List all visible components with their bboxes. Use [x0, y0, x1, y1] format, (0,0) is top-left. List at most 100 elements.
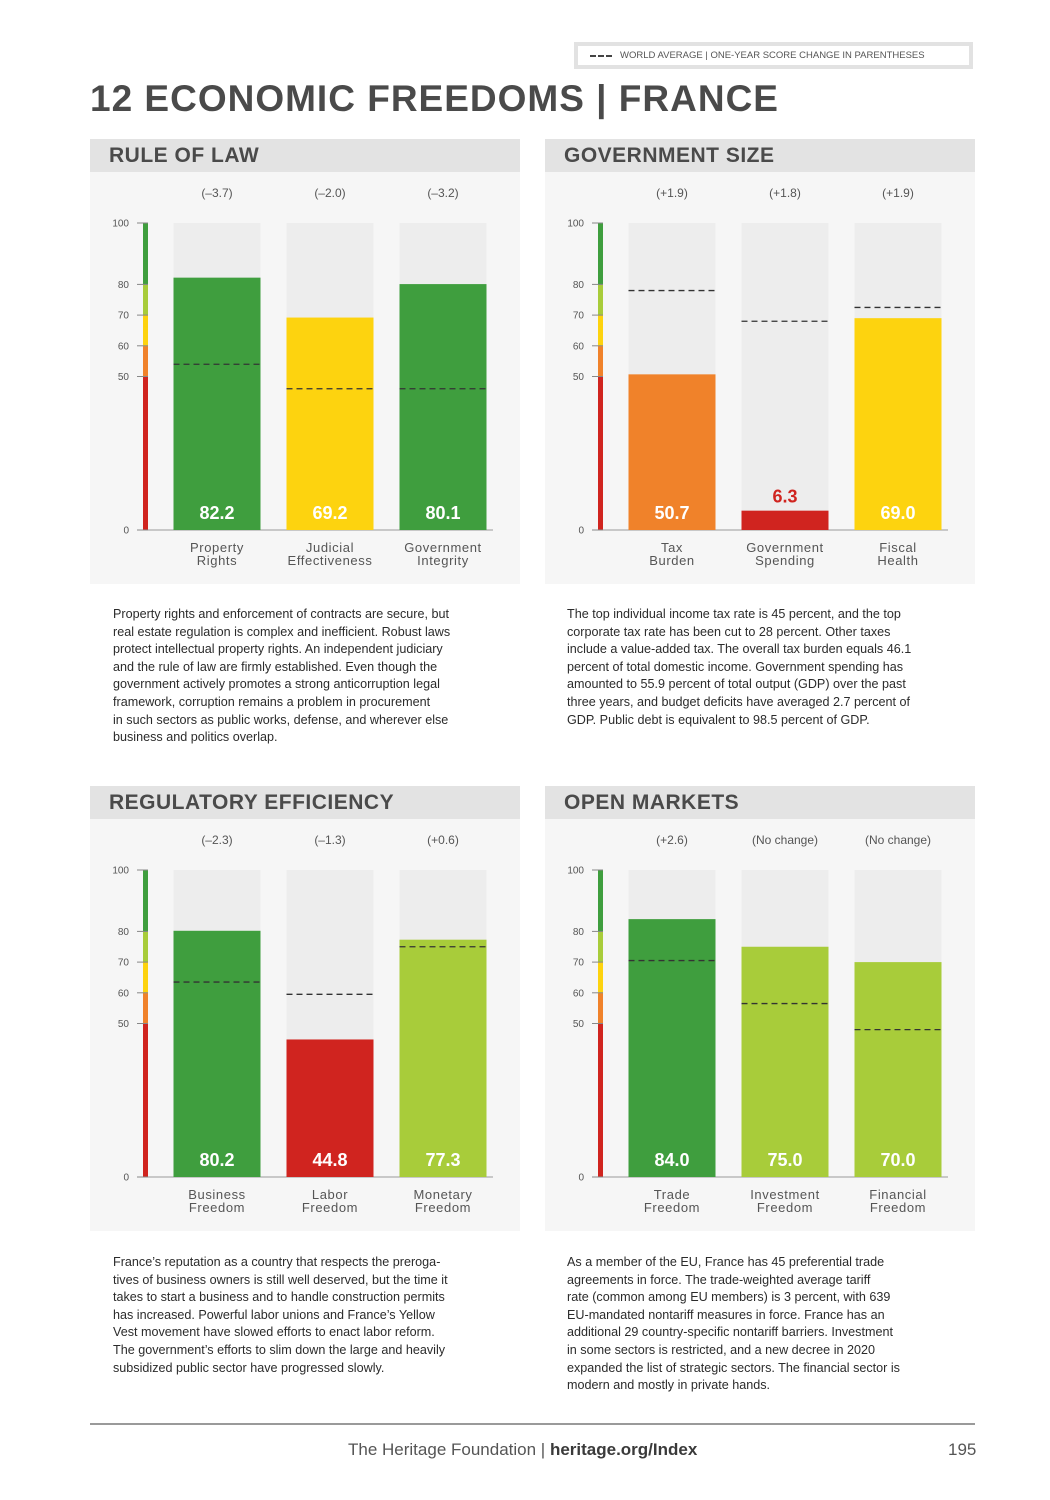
- scale-strip-segment: [598, 226, 603, 229]
- scale-strip-segment: [598, 997, 603, 1000]
- scale-strip-segment: [598, 457, 603, 460]
- scale-strip-segment: [598, 1140, 603, 1143]
- scale-strip-segment: [598, 942, 603, 945]
- scale-strip-segment: [598, 325, 603, 328]
- scale-strip-segment: [598, 301, 603, 304]
- scale-strip-segment: [143, 1072, 148, 1075]
- scale-strip-segment: [598, 1069, 603, 1072]
- scale-strip-segment: [143, 1106, 148, 1109]
- scale-strip-segment: [598, 384, 603, 387]
- scale-strip-segment: [143, 894, 148, 897]
- scale-strip-segment: [598, 319, 603, 322]
- scale-strip-segment: [598, 338, 603, 341]
- scale-strip-segment: [143, 273, 148, 276]
- scale-strip-segment: [143, 919, 148, 922]
- scale-strip-segment: [143, 1046, 148, 1049]
- scale-strip-segment: [598, 1015, 603, 1018]
- scale-strip-segment: [598, 256, 603, 259]
- scale-strip-segment: [143, 252, 148, 255]
- scale-strip-segment: [598, 919, 603, 922]
- page-number: 195: [948, 1440, 977, 1459]
- category-label: Spending: [755, 553, 815, 568]
- scale-strip-segment: [143, 491, 148, 494]
- scale-strip-segment: [598, 247, 603, 250]
- scale-strip-segment: [143, 468, 148, 471]
- scale-strip-segment: [598, 1000, 603, 1003]
- scale-strip-segment: [598, 502, 603, 505]
- scale-strip-segment: [598, 275, 603, 278]
- scale-strip-segment: [143, 925, 148, 928]
- scale-strip-segment: [598, 1068, 603, 1070]
- scale-strip-segment: [598, 289, 603, 291]
- scale-strip-segment: [598, 1106, 603, 1109]
- scale-strip-segment: [143, 270, 148, 273]
- panel-title: REGULATORY EFFICIENCY: [109, 791, 395, 814]
- y-tick-label: 50: [118, 1019, 130, 1030]
- scale-strip-segment: [143, 467, 148, 469]
- scale-strip-segment: [598, 1066, 603, 1069]
- scale-strip-segment: [598, 335, 603, 337]
- scale-strip-segment: [598, 528, 603, 531]
- scale-strip-segment: [143, 381, 148, 384]
- scale-strip-segment: [598, 909, 603, 912]
- scale-strip-segment: [143, 1009, 148, 1012]
- scale-strip-segment: [598, 471, 603, 474]
- scale-strip-segment: [143, 528, 148, 531]
- scale-strip-segment: [143, 926, 148, 929]
- scale-strip-segment: [143, 1124, 148, 1127]
- scale-strip-segment: [598, 465, 603, 468]
- scale-strip-segment: [598, 422, 603, 425]
- description-line: GDP. Public debt is equivalent to 98.5 p…: [567, 712, 870, 727]
- bar: [399, 284, 487, 530]
- scale-strip-segment: [598, 379, 603, 382]
- scale-strip-segment: [143, 896, 148, 899]
- scale-strip-segment: [598, 1054, 603, 1057]
- scale-strip-segment: [598, 223, 603, 225]
- scale-strip-segment: [598, 1078, 603, 1081]
- scale-strip-segment: [598, 1012, 603, 1015]
- scale-strip-segment: [598, 394, 603, 397]
- scale-strip-segment: [598, 373, 603, 376]
- scale-strip-segment: [598, 957, 603, 960]
- scale-strip-segment: [598, 287, 603, 290]
- scale-strip-segment: [598, 1044, 603, 1047]
- scale-strip-segment: [598, 393, 603, 396]
- scale-strip-segment: [598, 988, 603, 991]
- scale-strip-segment: [143, 336, 148, 339]
- scale-strip-segment: [598, 873, 603, 876]
- scale-strip-segment: [143, 991, 148, 994]
- scale-strip-segment: [143, 425, 148, 428]
- score-change-label: (–2.3): [201, 833, 232, 847]
- scale-strip-segment: [598, 433, 603, 436]
- scale-strip-segment: [598, 969, 603, 972]
- scale-strip-segment: [598, 1109, 603, 1112]
- footer-url[interactable]: heritage.org/Index: [549, 1440, 698, 1459]
- score-change-label: (No change): [752, 833, 818, 847]
- y-tick-label: 70: [573, 958, 585, 969]
- scale-strip-segment: [143, 296, 148, 299]
- scale-strip-segment: [598, 1126, 603, 1129]
- scale-strip-segment: [598, 468, 603, 471]
- scale-strip-segment: [598, 1029, 603, 1032]
- scale-strip-segment: [143, 416, 148, 419]
- value-label: 80.2: [199, 1150, 234, 1170]
- scale-strip-segment: [143, 223, 148, 225]
- scale-strip-segment: [143, 880, 148, 883]
- scale-strip-segment: [598, 473, 603, 476]
- scale-strip-segment: [143, 946, 148, 949]
- scale-strip-segment: [598, 916, 603, 918]
- scale-strip-segment: [598, 494, 603, 497]
- scale-strip-segment: [143, 988, 148, 991]
- description-regulatory-efficiency: France’s reputation as a country that re…: [113, 1254, 503, 1377]
- scale-strip-segment: [143, 451, 148, 454]
- scale-strip-segment: [143, 483, 148, 486]
- scale-strip-segment: [143, 1032, 148, 1035]
- scale-strip-segment: [143, 975, 148, 978]
- scale-strip-segment: [143, 974, 148, 977]
- scale-strip-segment: [598, 960, 603, 963]
- scale-strip-segment: [598, 1121, 603, 1124]
- scale-strip-segment: [598, 308, 603, 311]
- scale-strip-segment: [143, 1057, 148, 1060]
- description-line: The government’s efforts to slim down th…: [113, 1342, 446, 1357]
